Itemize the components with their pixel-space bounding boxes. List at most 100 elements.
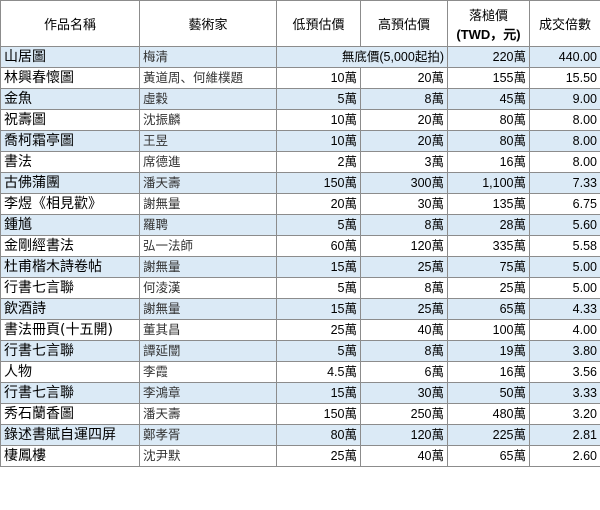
table-row: 秀石蘭香圖 潘天壽 150萬 250萬 480萬 3.20 <box>0 403 600 425</box>
cell-low-estimate: 10萬 <box>276 130 361 152</box>
cell-low-estimate: 4.5萬 <box>276 361 361 383</box>
cell-name: 古佛蒲團 <box>0 172 140 194</box>
cell-high-estimate: 120萬 <box>360 235 448 257</box>
cell-multiple: 3.56 <box>529 361 600 383</box>
cell-high-estimate: 120萬 <box>360 424 448 446</box>
cell-multiple: 6.75 <box>529 193 600 215</box>
cell-high-estimate: 300萬 <box>360 172 448 194</box>
cell-hammer: 16萬 <box>447 361 530 383</box>
cell-multiple: 4.00 <box>529 319 600 341</box>
cell-low-estimate: 5萬 <box>276 214 361 236</box>
cell-high-estimate: 40萬 <box>360 445 448 467</box>
cell-high-estimate: 8萬 <box>360 214 448 236</box>
cell-hammer: 65萬 <box>447 298 530 320</box>
cell-artist: 席德進 <box>139 151 277 173</box>
cell-low-estimate: 無底價(5,000起拍) <box>276 46 448 68</box>
cell-name: 書法 <box>0 151 140 173</box>
cell-low-estimate: 10萬 <box>276 67 361 89</box>
cell-hammer: 25萬 <box>447 277 530 299</box>
cell-low-estimate: 5萬 <box>276 277 361 299</box>
cell-low-estimate: 15萬 <box>276 298 361 320</box>
cell-hammer: 45萬 <box>447 88 530 110</box>
cell-name: 喬柯霜亭圖 <box>0 130 140 152</box>
cell-high-estimate: 20萬 <box>360 130 448 152</box>
cell-name: 行書七言聯 <box>0 382 140 404</box>
cell-artist: 李霞 <box>139 361 277 383</box>
table-row: 棲鳳樓 沈尹默 25萬 40萬 65萬 2.60 <box>0 445 600 467</box>
cell-name: 飲酒詩 <box>0 298 140 320</box>
cell-name: 錄述書賦自運四屏 <box>0 424 140 446</box>
table-row: 杜甫楷木詩卷帖 謝無量 15萬 25萬 75萬 5.00 <box>0 256 600 278</box>
header-low-estimate: 低預估價 <box>276 0 361 47</box>
cell-low-estimate: 5萬 <box>276 340 361 362</box>
cell-hammer: 1,100萬 <box>447 172 530 194</box>
cell-name: 鍾馗 <box>0 214 140 236</box>
header-hammer-price: 落槌價 (TWD，元) <box>447 0 530 47</box>
cell-multiple: 3.33 <box>529 382 600 404</box>
cell-name: 林興春懷圖 <box>0 67 140 89</box>
cell-artist: 謝無量 <box>139 193 277 215</box>
table-row: 書法冊頁(十五開) 董其昌 25萬 40萬 100萬 4.00 <box>0 319 600 341</box>
cell-artist: 謝無量 <box>139 256 277 278</box>
cell-name: 山居圖 <box>0 46 140 68</box>
cell-artist: 沈振麟 <box>139 109 277 131</box>
table-row: 古佛蒲團 潘天壽 150萬 300萬 1,100萬 7.33 <box>0 172 600 194</box>
cell-artist: 謝無量 <box>139 298 277 320</box>
cell-artist: 潘天壽 <box>139 172 277 194</box>
cell-artist: 李鴻章 <box>139 382 277 404</box>
cell-low-estimate: 80萬 <box>276 424 361 446</box>
cell-hammer: 80萬 <box>447 130 530 152</box>
cell-artist: 羅聘 <box>139 214 277 236</box>
cell-high-estimate: 3萬 <box>360 151 448 173</box>
cell-hammer: 480萬 <box>447 403 530 425</box>
cell-low-estimate: 25萬 <box>276 319 361 341</box>
cell-artist: 董其昌 <box>139 319 277 341</box>
table-row: 山居圖 梅清 無底價(5,000起拍) 220萬 440.00 <box>0 46 600 68</box>
header-high-estimate: 高預估價 <box>360 0 448 47</box>
cell-hammer: 100萬 <box>447 319 530 341</box>
cell-high-estimate: 8萬 <box>360 277 448 299</box>
cell-name: 棲鳳樓 <box>0 445 140 467</box>
cell-multiple: 7.33 <box>529 172 600 194</box>
cell-hammer: 19萬 <box>447 340 530 362</box>
table-row: 書法 席德進 2萬 3萬 16萬 8.00 <box>0 151 600 173</box>
cell-multiple: 15.50 <box>529 67 600 89</box>
table-row: 金剛經書法 弘一法師 60萬 120萬 335萬 5.58 <box>0 235 600 257</box>
cell-low-estimate: 60萬 <box>276 235 361 257</box>
cell-high-estimate: 250萬 <box>360 403 448 425</box>
cell-multiple: 5.00 <box>529 277 600 299</box>
header-name: 作品名稱 <box>0 0 140 47</box>
cell-artist: 鄭孝胥 <box>139 424 277 446</box>
header-row: 作品名稱 藝術家 低預估價 高預估價 落槌價 (TWD，元) 成交倍數 <box>0 0 600 47</box>
cell-high-estimate: 25萬 <box>360 256 448 278</box>
cell-artist: 弘一法師 <box>139 235 277 257</box>
cell-low-estimate: 20萬 <box>276 193 361 215</box>
cell-name: 人物 <box>0 361 140 383</box>
cell-high-estimate: 20萬 <box>360 67 448 89</box>
cell-high-estimate: 30萬 <box>360 382 448 404</box>
cell-multiple: 5.58 <box>529 235 600 257</box>
table-row: 金魚 虛穀 5萬 8萬 45萬 9.00 <box>0 88 600 110</box>
cell-high-estimate: 30萬 <box>360 193 448 215</box>
cell-low-estimate: 5萬 <box>276 88 361 110</box>
cell-multiple: 4.33 <box>529 298 600 320</box>
table-row: 錄述書賦自運四屏 鄭孝胥 80萬 120萬 225萬 2.81 <box>0 424 600 446</box>
cell-name: 秀石蘭香圖 <box>0 403 140 425</box>
cell-artist: 沈尹默 <box>139 445 277 467</box>
cell-name: 行書七言聯 <box>0 277 140 299</box>
cell-hammer: 50萬 <box>447 382 530 404</box>
cell-low-estimate: 150萬 <box>276 403 361 425</box>
cell-artist: 梅清 <box>139 46 277 68</box>
cell-multiple: 8.00 <box>529 151 600 173</box>
cell-multiple: 2.60 <box>529 445 600 467</box>
cell-low-estimate: 150萬 <box>276 172 361 194</box>
cell-multiple: 9.00 <box>529 88 600 110</box>
cell-hammer: 225萬 <box>447 424 530 446</box>
cell-multiple: 5.00 <box>529 256 600 278</box>
cell-artist: 黃道周、何維樸題 <box>139 67 277 89</box>
table-row: 人物 李霞 4.5萬 6萬 16萬 3.56 <box>0 361 600 383</box>
header-artist: 藝術家 <box>139 0 277 47</box>
cell-low-estimate: 10萬 <box>276 109 361 131</box>
cell-name: 行書七言聯 <box>0 340 140 362</box>
cell-multiple: 3.80 <box>529 340 600 362</box>
